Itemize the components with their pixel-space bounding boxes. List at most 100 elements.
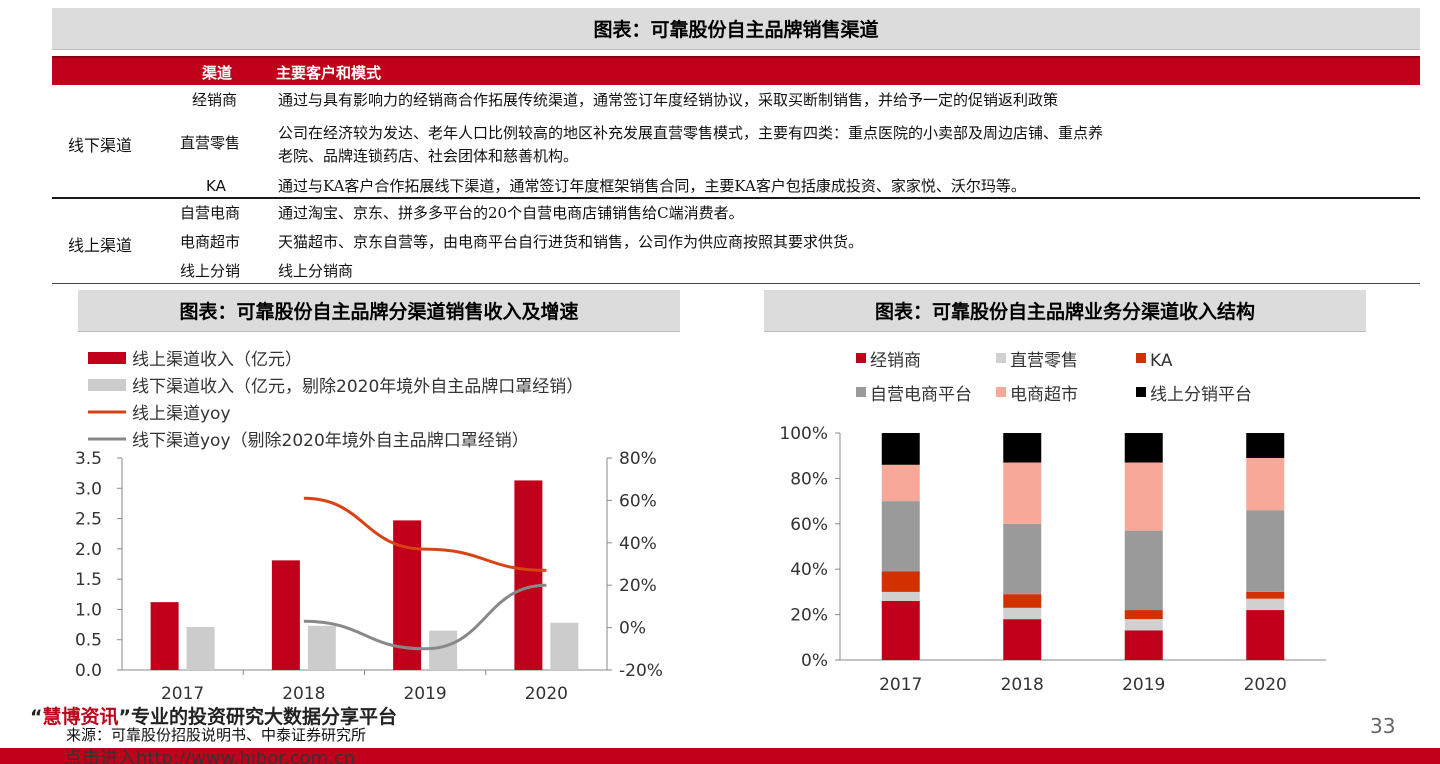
legend-swatch <box>856 353 866 363</box>
stack-segment <box>881 464 920 502</box>
legend-label: 线上渠道收入（亿元） <box>132 350 302 370</box>
y2-tick-label: -20% <box>619 661 663 681</box>
bar <box>186 626 215 670</box>
legend-label: KA <box>1150 351 1173 371</box>
stack-segment <box>1003 523 1042 595</box>
legend-swatch <box>996 353 1006 363</box>
bar <box>307 625 336 670</box>
y-tick-label: 100% <box>779 424 828 444</box>
legend-label: 线上分销平台 <box>1150 385 1252 405</box>
y-tick-label: 60% <box>790 515 828 535</box>
table-bottom-rule <box>52 283 1420 284</box>
legend-label: 电商超市 <box>1010 385 1078 405</box>
bar <box>271 560 300 670</box>
stack-segment <box>1246 610 1285 660</box>
x-tick-label: 2020 <box>525 684 568 704</box>
channel-desc: 线上分销商 <box>278 262 354 280</box>
y-tick-label: 20% <box>790 606 828 626</box>
legend-label: 线上渠道yoy <box>132 404 231 424</box>
y-tick-label: 2.0 <box>75 540 102 560</box>
stack-segment <box>1246 591 1285 599</box>
stack-segment <box>1246 457 1285 511</box>
watermark: “慧博资讯”专业的投资研究大数据分享平台 <box>30 702 397 729</box>
stack-segment <box>881 571 920 592</box>
x-tick-label: 2019 <box>403 684 446 704</box>
right-chart-title: 图表：可靠股份自主品牌业务分渠道收入结构 <box>764 290 1366 332</box>
legend-swatch <box>856 387 866 397</box>
channel-desc: 通过与具有影响力的经销商合作拓展传统渠道，通常签订年度经销协议，采取买断制销售，… <box>278 91 1059 109</box>
stack-segment <box>1003 594 1042 608</box>
y-tick-label: 3.0 <box>75 479 102 499</box>
legend-swatch <box>88 352 126 364</box>
stack-segment <box>881 600 920 660</box>
table-title: 图表：可靠股份自主品牌销售渠道 <box>52 8 1420 50</box>
y2-tick-label: 0% <box>619 619 646 639</box>
channel-table: 渠道 主要客户和模式 <box>52 56 1420 84</box>
channel-label: 电商超市 <box>180 233 241 251</box>
stack-segment <box>1003 462 1042 524</box>
legend-label: 线下渠道收入（亿元，剔除2020年境外自主品牌口罩经销） <box>132 377 583 397</box>
source-note: 来源：可靠股份招股说明书、中泰证券研究所 <box>66 726 367 744</box>
y-tick-label: 1.0 <box>75 600 102 620</box>
channel-label: 经销商 <box>192 91 238 109</box>
stack-segment <box>1003 619 1042 660</box>
y-tick-label: 0% <box>801 651 828 671</box>
channel-desc: 通过与KA客户合作拓展线下渠道，通常签订年度框架销售合同，主要KA客户包括康成投… <box>278 177 1026 195</box>
y2-tick-label: 80% <box>619 449 657 469</box>
watermark-link[interactable]: 点击进入http://www.hibor.com.cn <box>64 748 356 764</box>
channel-label: 线上分销 <box>180 262 241 280</box>
table-header: 渠道 主要客户和模式 <box>52 56 1420 84</box>
watermark-quote: ” <box>118 706 132 728</box>
y-tick-label: 3.5 <box>75 449 102 469</box>
stack-segment <box>1124 530 1163 611</box>
channel-desc: 通过淘宝、京东、拼多多平台的20个自营电商店铺销售给C端消费者。 <box>278 204 744 222</box>
series-line <box>303 496 547 572</box>
watermark-brand: 慧博资讯 <box>42 706 119 728</box>
stack-segment <box>1246 598 1285 611</box>
header-channel: 渠道 <box>202 64 233 82</box>
header-mode: 主要客户和模式 <box>276 64 382 82</box>
stack-segment <box>1003 433 1042 463</box>
bar <box>150 602 179 670</box>
y-tick-label: 2.5 <box>75 510 102 530</box>
legend-label: 自营电商平台 <box>870 385 972 405</box>
legend-label: 线下渠道yoy（剔除2020年境外自主品牌口罩经销） <box>132 431 529 451</box>
group-divider <box>52 197 1420 199</box>
header-divider <box>52 84 1420 85</box>
stack-segment <box>881 501 920 572</box>
stack-segment <box>1003 607 1042 620</box>
stack-segment <box>1124 630 1163 660</box>
x-tick-label: 2017 <box>161 684 204 704</box>
series-line <box>303 583 547 651</box>
legend-label: 经销商 <box>870 351 921 371</box>
bar <box>550 622 579 670</box>
y-tick-label: 0.5 <box>75 631 102 651</box>
y2-tick-label: 40% <box>619 534 657 554</box>
stack-segment <box>881 433 920 465</box>
y-tick-label: 1.5 <box>75 570 102 590</box>
category-offline: 线下渠道 <box>68 136 133 155</box>
stack-segment <box>1246 433 1285 458</box>
watermark-tagline: 专业的投资研究大数据分享平台 <box>131 706 398 728</box>
revenue-growth-chart: 0.0 0.5 1.0 1.5 2.0 2.5 3.0 3.5 -20% 0% 20% 40% 60% 8… <box>75 350 663 704</box>
stack-segment <box>1124 433 1163 463</box>
x-tick-label: 2017 <box>879 675 922 695</box>
y-tick-label: 80% <box>790 469 828 489</box>
channel-label: KA <box>206 177 226 195</box>
stack-segment <box>881 591 920 601</box>
x-tick-label: 2018 <box>1001 675 1044 695</box>
category-online: 线上渠道 <box>68 236 133 255</box>
y-tick-label: 40% <box>790 560 828 580</box>
left-chart-title: 图表：可靠股份自主品牌分渠道销售收入及增速 <box>78 290 680 332</box>
x-tick-label: 2020 <box>1244 675 1287 695</box>
stack-segment <box>1124 610 1163 620</box>
stack-segment <box>1246 510 1285 592</box>
y-tick-label: 0.0 <box>75 661 102 681</box>
page-number: 33 <box>1370 714 1396 738</box>
watermark-quote: “ <box>30 706 43 728</box>
legend-swatch <box>1136 353 1146 363</box>
legend-swatch <box>88 379 126 391</box>
x-tick-label: 2019 <box>1122 675 1165 695</box>
y2-tick-label: 60% <box>619 491 657 511</box>
channel-label: 直营零售 <box>180 134 241 152</box>
